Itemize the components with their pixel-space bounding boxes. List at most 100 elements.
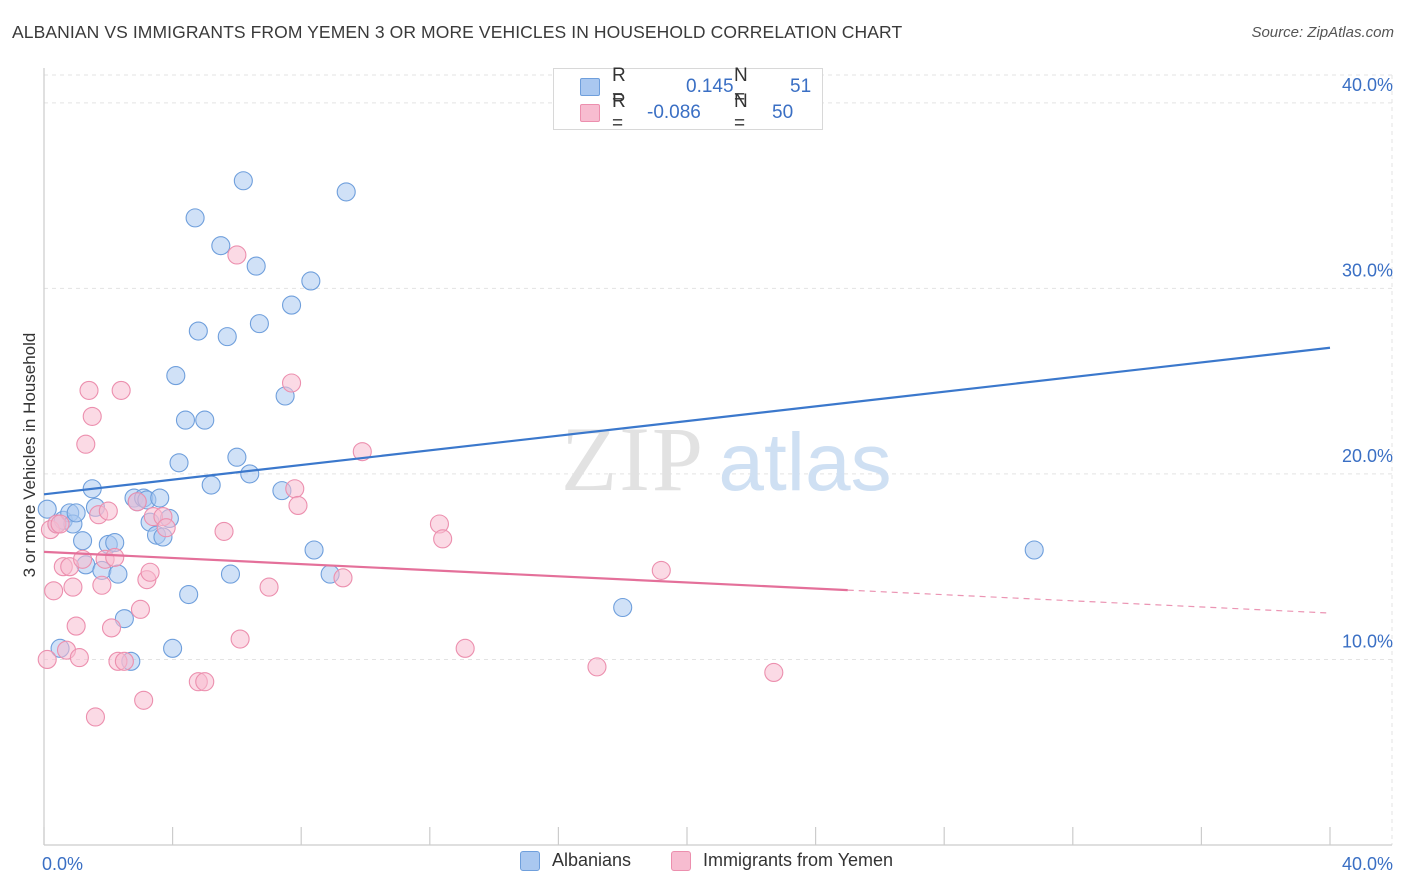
yemen-point — [156, 518, 176, 538]
yemen-point — [134, 690, 154, 710]
albanians-point — [249, 314, 269, 334]
stats-legend: R = 0.145 N = 51 R = -0.086 N = 50 — [553, 65, 823, 134]
albanians-point — [201, 475, 221, 495]
yemen-point — [79, 380, 99, 400]
albanians-point — [73, 531, 93, 551]
yemen-point — [130, 599, 150, 619]
yemen-point — [82, 406, 102, 426]
albanians-point — [220, 564, 241, 584]
albanians-point — [282, 295, 302, 315]
trend-line-yemen — [43, 550, 848, 592]
series-albanians — [37, 171, 1044, 671]
yemen-point — [114, 651, 134, 671]
albanians-point — [240, 464, 260, 484]
albanians-point — [114, 609, 134, 629]
yemen-swatch — [580, 104, 600, 122]
albanians-point — [1024, 540, 1044, 560]
n-value: 50 — [772, 102, 794, 123]
yemen-legend-swatch — [671, 850, 691, 871]
yemen-point — [44, 581, 64, 601]
albanians-point — [166, 366, 186, 386]
legend-label-yemen: Immigrants from Yemen — [703, 850, 894, 870]
trend-lines — [43, 346, 1331, 614]
albanians-point — [301, 271, 321, 291]
x-tick-label-min: 0.0% — [42, 854, 83, 874]
legend-item-albanians[interactable]: Albanians — [520, 850, 631, 871]
x-tick-label-max: 40.0% — [1342, 854, 1393, 874]
albanians-point — [188, 321, 208, 341]
yemen-point — [227, 245, 247, 265]
albanians-point — [227, 447, 247, 467]
albanians-point — [150, 488, 170, 508]
yemen-point — [98, 501, 118, 521]
legend-item-yemen[interactable]: Immigrants from Yemen — [671, 850, 893, 871]
source-credit: Source: ZipAtlas.com — [1251, 24, 1394, 41]
bottom-legend: Albanians Immigrants from Yemen — [0, 850, 1406, 880]
yemen-point — [433, 529, 453, 549]
tick-labels: 10.0% 20.0% 30.0% 40.0% 0.0% 40.0% — [42, 75, 1393, 874]
albanians-point — [179, 584, 199, 605]
yemen-point — [282, 373, 302, 393]
albanians-point — [336, 182, 356, 202]
albanians-point — [233, 171, 253, 191]
r-label: R = — [612, 91, 626, 134]
yemen-point — [764, 662, 784, 682]
watermark-zip: ZIP — [561, 408, 705, 510]
albanians-point — [211, 236, 231, 256]
yemen-point — [195, 672, 215, 692]
yemen-point — [259, 577, 279, 597]
albanians-point — [108, 564, 128, 584]
y-tick-label: 10.0% — [1342, 631, 1393, 651]
y-tick-label: 20.0% — [1342, 446, 1393, 466]
yemen-point — [37, 649, 57, 670]
n-label: N = — [734, 91, 748, 134]
yemen-point — [105, 547, 125, 567]
yemen-point — [111, 380, 131, 400]
albanians-point — [37, 499, 57, 519]
n-label: N = — [734, 65, 748, 108]
albanians-point — [195, 410, 215, 430]
series-yemen — [37, 245, 784, 727]
chart-title: ALBANIAN VS IMMIGRANTS FROM YEMEN 3 OR M… — [12, 22, 903, 42]
albanians-point — [304, 540, 324, 560]
yemen-point — [352, 442, 372, 462]
yemen-point — [587, 657, 607, 677]
albanians-point — [185, 208, 205, 228]
trend-line-albanians — [43, 346, 1331, 496]
r-label: R = — [612, 65, 626, 108]
legend-label-albanians: Albanians — [552, 850, 632, 870]
yemen-point — [333, 568, 353, 588]
yemen-point — [285, 479, 305, 499]
r-value: -0.086 — [647, 102, 701, 123]
y-tick-label: 30.0% — [1342, 260, 1393, 280]
albanians-legend-swatch — [520, 850, 540, 871]
albanians-swatch — [580, 78, 600, 96]
albanians-point — [66, 503, 86, 523]
yemen-point — [92, 575, 112, 595]
albanians-point — [217, 327, 237, 347]
yemen-point — [101, 618, 122, 638]
yemen-point — [230, 629, 250, 649]
n-value: 51 — [790, 76, 812, 97]
albanians-point — [169, 453, 189, 473]
watermark: ZIP atlas — [561, 408, 892, 510]
yemen-point — [288, 495, 308, 516]
yemen-point — [140, 562, 160, 582]
albanians-point — [613, 597, 633, 618]
albanians-point — [246, 256, 266, 276]
yemen-point — [66, 616, 86, 636]
yemen-point — [455, 638, 475, 658]
axes — [43, 68, 1392, 846]
gridlines — [44, 74, 1393, 845]
albanians-point — [175, 410, 196, 430]
yemen-point — [50, 514, 70, 534]
yemen-point — [85, 707, 105, 727]
yemen-point — [63, 577, 83, 597]
yemen-point — [76, 434, 96, 454]
watermark-atlas: atlas — [718, 417, 891, 508]
albanians-point — [163, 638, 183, 658]
yemen-point — [127, 492, 147, 512]
yemen-point — [69, 648, 89, 668]
yemen-point — [651, 560, 671, 580]
